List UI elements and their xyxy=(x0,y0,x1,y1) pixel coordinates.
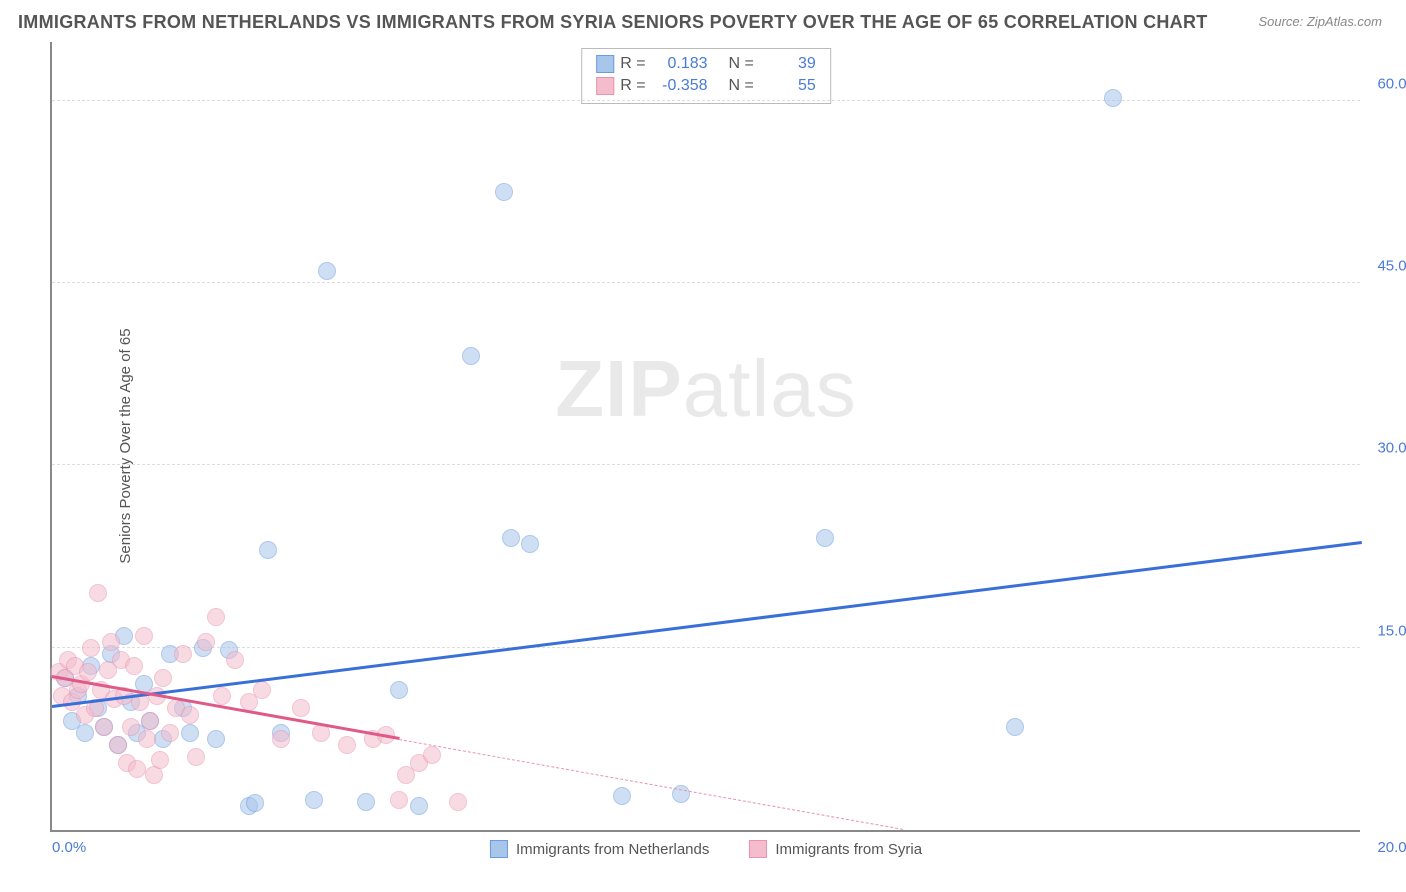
data-point xyxy=(82,639,100,657)
data-point xyxy=(613,787,631,805)
x-tick-label: 0.0% xyxy=(52,839,86,856)
data-point xyxy=(816,529,834,547)
gridline xyxy=(52,647,1360,648)
data-point xyxy=(410,797,428,815)
data-point xyxy=(357,793,375,811)
data-point xyxy=(151,751,169,769)
legend-label: Immigrants from Syria xyxy=(775,841,922,858)
data-point xyxy=(95,718,113,736)
data-point xyxy=(1006,718,1024,736)
r-value: -0.358 xyxy=(652,75,708,97)
data-point xyxy=(128,760,146,778)
data-point xyxy=(272,730,290,748)
correlation-row: R = -0.358 N = 55 xyxy=(596,75,816,97)
legend-item: Immigrants from Syria xyxy=(749,840,922,858)
data-point xyxy=(161,724,179,742)
source-name: ZipAtlas.com xyxy=(1307,14,1382,29)
y-tick-label: 15.0% xyxy=(1365,622,1406,639)
y-tick-label: 30.0% xyxy=(1365,440,1406,457)
trend-line xyxy=(52,541,1362,708)
legend-label: Immigrants from Netherlands xyxy=(516,841,709,858)
data-point xyxy=(174,645,192,663)
data-point xyxy=(305,791,323,809)
data-point xyxy=(197,633,215,651)
n-value: 39 xyxy=(760,53,816,75)
x-tick-label: 20.0% xyxy=(1365,839,1406,856)
data-point xyxy=(292,699,310,717)
n-label: N = xyxy=(728,75,753,97)
swatch-icon xyxy=(749,840,767,858)
watermark-bold: ZIP xyxy=(555,344,682,433)
swatch-icon xyxy=(596,55,614,73)
plot-area: ZIPatlas R = 0.183 N = 39 R = -0.358 N =… xyxy=(50,42,1360,832)
data-point xyxy=(462,347,480,365)
watermark: ZIPatlas xyxy=(555,343,856,435)
r-label: R = xyxy=(620,53,645,75)
correlation-legend: R = 0.183 N = 39 R = -0.358 N = 55 xyxy=(581,48,831,104)
y-tick-label: 60.0% xyxy=(1365,75,1406,92)
watermark-rest: atlas xyxy=(683,344,857,433)
n-value: 55 xyxy=(760,75,816,97)
data-point xyxy=(109,736,127,754)
correlation-row: R = 0.183 N = 39 xyxy=(596,53,816,75)
data-point xyxy=(318,262,336,280)
r-value: 0.183 xyxy=(652,53,708,75)
data-point xyxy=(338,736,356,754)
data-point xyxy=(122,718,140,736)
data-point xyxy=(102,633,120,651)
data-point xyxy=(181,706,199,724)
chart-title: IMMIGRANTS FROM NETHERLANDS VS IMMIGRANT… xyxy=(18,12,1208,33)
data-point xyxy=(390,791,408,809)
data-point xyxy=(187,748,205,766)
data-point xyxy=(213,687,231,705)
data-point xyxy=(141,712,159,730)
r-label: R = xyxy=(620,75,645,97)
source-attribution: Source: ZipAtlas.com xyxy=(1258,14,1382,29)
data-point xyxy=(390,681,408,699)
data-point xyxy=(79,663,97,681)
data-point xyxy=(125,657,143,675)
data-point xyxy=(423,746,441,764)
data-point xyxy=(145,766,163,784)
data-point xyxy=(246,794,264,812)
gridline xyxy=(52,100,1360,101)
data-point xyxy=(76,724,94,742)
swatch-icon xyxy=(490,840,508,858)
data-point xyxy=(138,730,156,748)
trend-line xyxy=(399,739,904,830)
gridline xyxy=(52,464,1360,465)
data-point xyxy=(521,535,539,553)
data-point xyxy=(207,730,225,748)
data-point xyxy=(253,681,271,699)
data-point xyxy=(259,541,277,559)
series-legend: Immigrants from Netherlands Immigrants f… xyxy=(490,840,922,858)
data-point xyxy=(89,584,107,602)
source-prefix: Source: xyxy=(1258,14,1306,29)
data-point xyxy=(449,793,467,811)
n-label: N = xyxy=(728,53,753,75)
data-point xyxy=(1104,89,1122,107)
gridline xyxy=(52,282,1360,283)
swatch-icon xyxy=(596,77,614,95)
data-point xyxy=(135,627,153,645)
y-tick-label: 45.0% xyxy=(1365,258,1406,275)
legend-item: Immigrants from Netherlands xyxy=(490,840,709,858)
data-point xyxy=(207,608,225,626)
data-point xyxy=(502,529,520,547)
data-point xyxy=(181,724,199,742)
data-point xyxy=(154,669,172,687)
data-point xyxy=(226,651,244,669)
data-point xyxy=(495,183,513,201)
